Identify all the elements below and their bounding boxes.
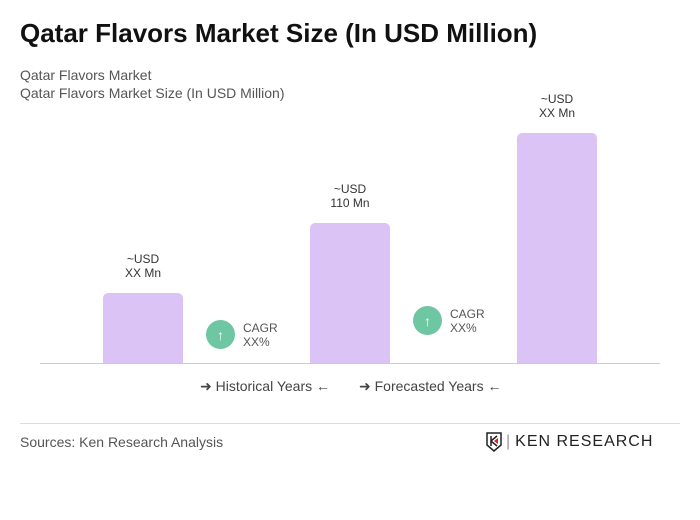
logo-shield-icon	[486, 432, 502, 452]
bar-label-line: XX Mn	[124, 266, 161, 281]
cagr-value: XX%	[243, 334, 270, 349]
bar-label-line: 110 Mn	[330, 196, 370, 211]
logo-text: KEN RESEARCH	[515, 433, 654, 450]
divider	[20, 423, 680, 424]
bar-label-1: ~USD 110 Mn	[290, 182, 410, 210]
cagr-label: CAGR	[450, 306, 485, 321]
bar-1	[310, 223, 390, 363]
bar-label-line: ~USD	[126, 252, 160, 267]
bar-label-0: ~USD XX Mn	[83, 252, 203, 280]
bar-2	[517, 133, 597, 363]
bar-label-line: ~USD	[333, 182, 367, 197]
ken-research-logo: | KEN RESEARCH	[486, 432, 653, 452]
cagr-value: XX%	[450, 320, 477, 335]
legend-forecast: ➜ Forecasted Years ←	[359, 378, 502, 394]
bar-label-line: XX Mn	[538, 106, 575, 120]
cagr-label: CAGR	[243, 320, 278, 335]
legend-historical: ➜ Historical Years ←	[200, 378, 331, 394]
legend-label: Historical Years	[215, 378, 313, 394]
bar-0	[103, 293, 183, 363]
arrow-up-icon: ↑	[206, 320, 235, 349]
bar-label-line: ~USD	[540, 92, 574, 106]
page-title: Qatar Flavors Market Size (In USD Millio…	[20, 18, 538, 48]
bar-label-2: ~USD XX Mn	[497, 92, 617, 120]
cagr-badge-forecast: ↑ CAGR XX%	[413, 306, 485, 335]
cagr-badge-historical: ↑ CAGR XX%	[206, 320, 278, 349]
subtitle-size: Qatar Flavors Market Size (In USD Millio…	[20, 85, 285, 101]
legend-label: Forecasted Years	[374, 378, 484, 394]
sources-text: Sources: Ken Research Analysis	[20, 434, 224, 450]
subtitle-market: Qatar Flavors Market	[20, 67, 152, 83]
x-axis-line	[40, 363, 660, 364]
arrow-up-icon: ↑	[413, 306, 442, 335]
